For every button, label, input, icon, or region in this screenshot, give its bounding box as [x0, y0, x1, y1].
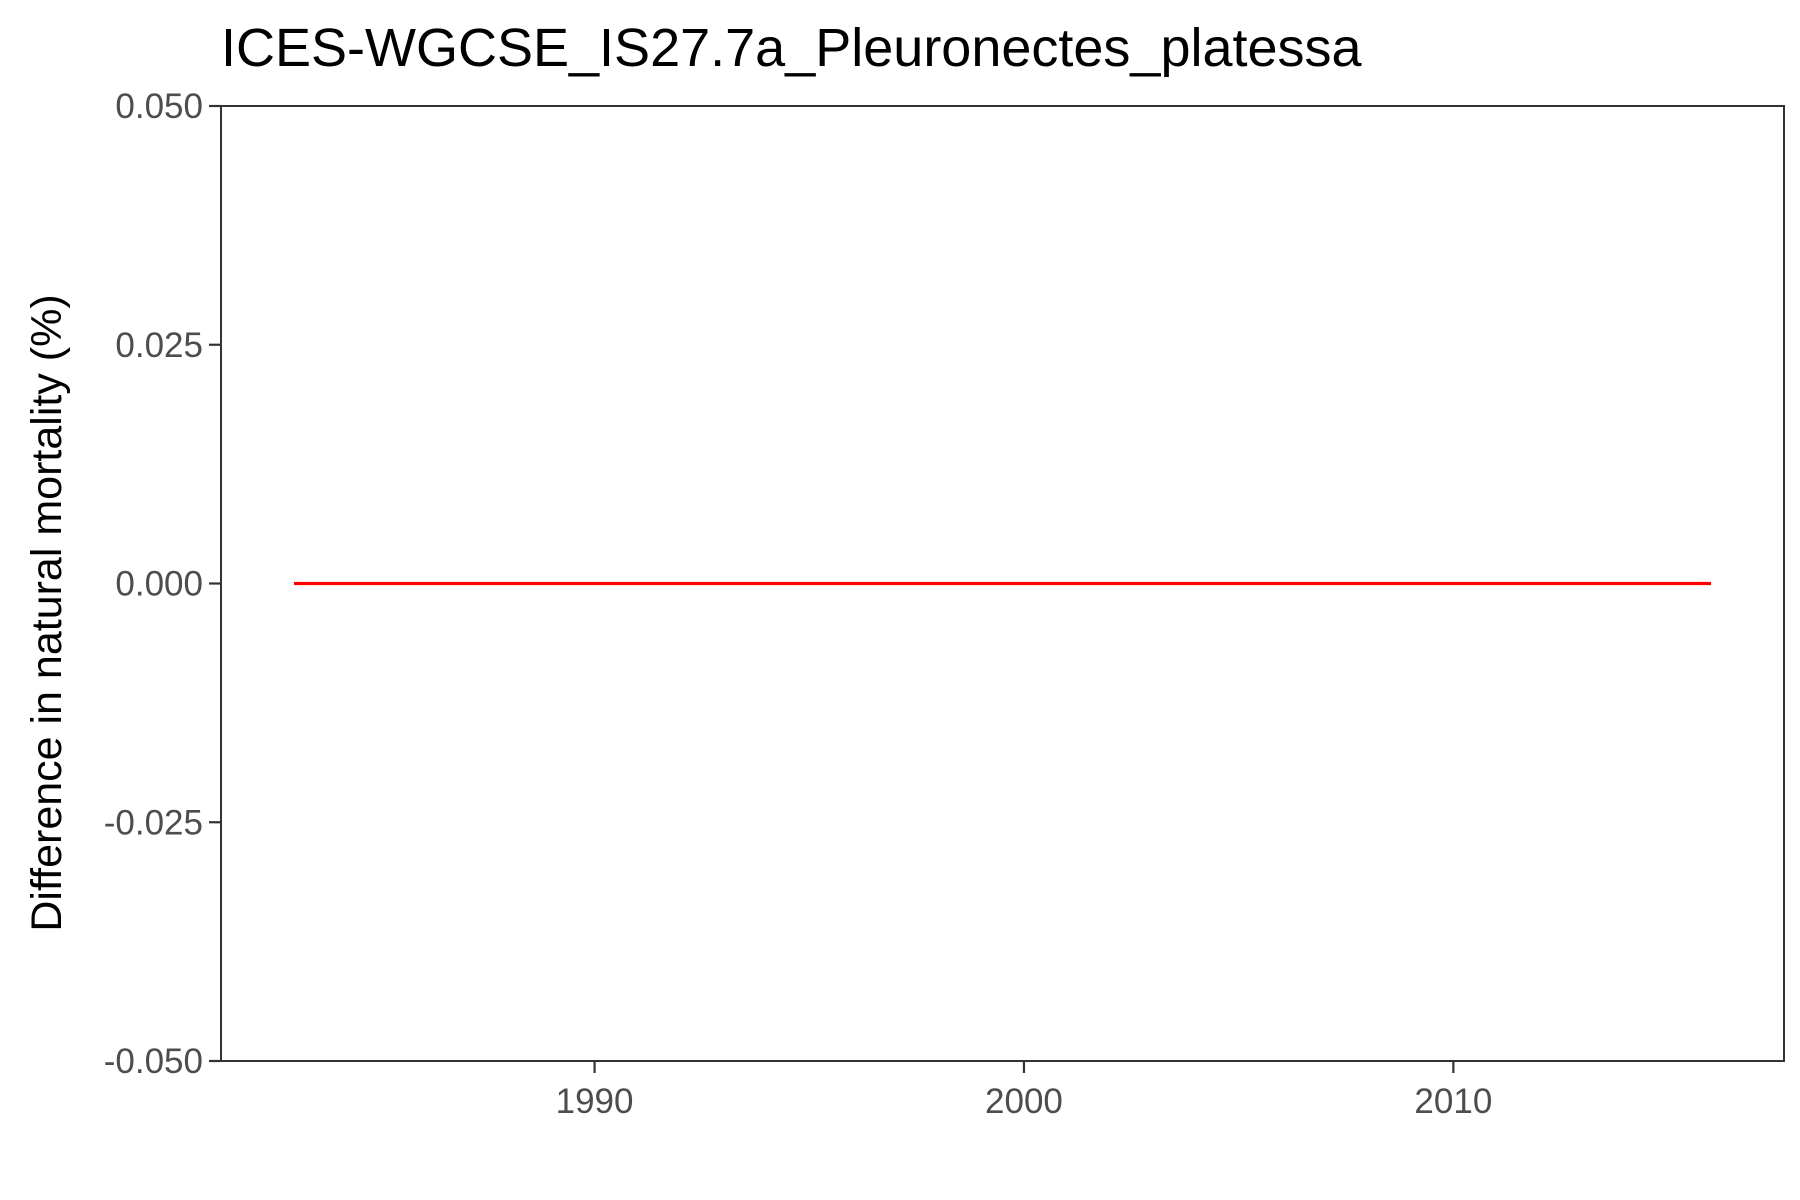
- plot-panel-border: [220, 105, 1785, 1062]
- y-tick-label: -0.050: [104, 1042, 203, 1081]
- x-tick-label: 2010: [1414, 1082, 1492, 1121]
- y-tick-label: 0.050: [115, 87, 203, 126]
- y-tick-label: -0.025: [104, 803, 203, 842]
- y-tick-label: 0.000: [115, 565, 203, 604]
- x-tick-label: 1990: [556, 1082, 634, 1121]
- y-axis-title: Difference in natural mortality (%): [23, 294, 71, 931]
- chart-title: ICES-WGCSE_IS27.7a_Pleuronectes_platessa: [221, 18, 1363, 78]
- y-axis: -0.050 -0.025 0.000 0.025 0.050: [104, 87, 221, 1081]
- x-tick-label: 2000: [985, 1082, 1063, 1121]
- x-axis: 1990 2000 2010: [556, 1061, 1492, 1121]
- y-tick-label: 0.025: [115, 326, 203, 365]
